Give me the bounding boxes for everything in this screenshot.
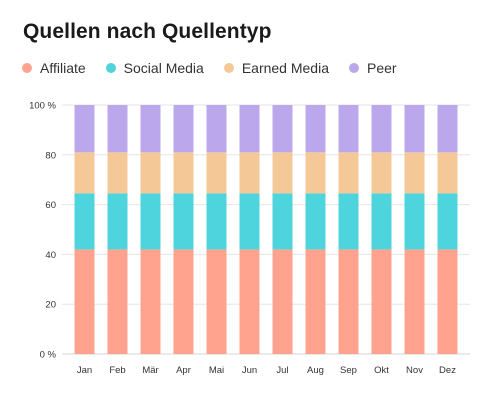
y-tick-label: 20 bbox=[45, 300, 56, 311]
x-tick-label: Nov bbox=[406, 365, 423, 376]
y-tick-label: 80 bbox=[45, 150, 56, 161]
legend-label-earned-media: Earned Media bbox=[241, 60, 329, 76]
y-tick-label: 60 bbox=[45, 200, 56, 211]
x-tick-label: Jan bbox=[77, 365, 92, 376]
bar-peer-okt[interactable] bbox=[371, 105, 392, 153]
bar-earned-media-nov[interactable] bbox=[404, 152, 425, 194]
y-axis-ticks: 0 % 20 40 60 80 100 % bbox=[29, 101, 56, 361]
bar-peer-aug[interactable] bbox=[305, 105, 326, 153]
y-tick-label: 40 bbox=[45, 250, 56, 261]
bar-earned-media-sep[interactable] bbox=[338, 152, 359, 194]
bar-affiliate-nov[interactable] bbox=[404, 249, 425, 354]
bar-social-media-okt[interactable] bbox=[371, 193, 392, 250]
y-tick-label: 0 % bbox=[40, 350, 57, 361]
legend-swatch-peer bbox=[349, 63, 359, 73]
legend-swatch-affiliate bbox=[22, 63, 32, 73]
bar-affiliate-mai[interactable] bbox=[206, 249, 227, 354]
x-tick-label: Sep bbox=[340, 365, 357, 376]
bar-social-media-dez[interactable] bbox=[437, 193, 458, 250]
bar-peer-apr[interactable] bbox=[173, 105, 194, 153]
legend-item-affiliate[interactable]: Affiliate bbox=[22, 60, 86, 76]
bar-earned-media-jan[interactable] bbox=[74, 152, 95, 194]
bar-affiliate-jan[interactable] bbox=[74, 249, 95, 354]
bar-social-media-jan[interactable] bbox=[74, 193, 95, 250]
bar-affiliate-jul[interactable] bbox=[272, 249, 293, 354]
x-tick-label: Mär bbox=[142, 365, 158, 376]
x-tick-label: Aug bbox=[307, 365, 324, 376]
bar-affiliate-aug[interactable] bbox=[305, 249, 326, 354]
bar-earned-media-aug[interactable] bbox=[305, 152, 326, 194]
bar-earned-media-okt[interactable] bbox=[371, 152, 392, 194]
bar-social-media-sep[interactable] bbox=[338, 193, 359, 250]
legend-label-peer: Peer bbox=[367, 60, 397, 76]
x-tick-label: Jul bbox=[276, 365, 288, 376]
legend-label-social-media: Social Media bbox=[123, 60, 204, 76]
bar-social-media-feb[interactable] bbox=[107, 193, 128, 250]
bar-earned-media-apr[interactable] bbox=[173, 152, 194, 194]
bar-social-media-mai[interactable] bbox=[206, 193, 227, 250]
x-axis-ticks: Jan Feb Mär Apr Mai Jun Jul Aug Sep Okt Nov Dez bbox=[77, 365, 456, 376]
bar-earned-media-dez[interactable] bbox=[437, 152, 458, 194]
legend-item-earned-media[interactable]: Earned Media bbox=[223, 60, 329, 76]
legend-item-peer[interactable]: Peer bbox=[349, 60, 397, 76]
bar-earned-media-mär[interactable] bbox=[140, 152, 161, 194]
bars bbox=[74, 105, 458, 354]
bar-peer-sep[interactable] bbox=[338, 105, 359, 153]
legend-label-affiliate: Affiliate bbox=[40, 60, 86, 76]
bar-peer-jan[interactable] bbox=[74, 105, 95, 153]
bar-affiliate-jun[interactable] bbox=[239, 249, 260, 354]
bar-social-media-nov[interactable] bbox=[404, 193, 425, 250]
x-tick-label: Jun bbox=[242, 365, 257, 376]
bar-peer-mär[interactable] bbox=[140, 105, 161, 153]
x-tick-label: Apr bbox=[176, 365, 191, 376]
bar-peer-nov[interactable] bbox=[404, 105, 425, 153]
x-tick-label: Dez bbox=[439, 365, 456, 376]
legend: Affiliate Social Media Earned Media Peer bbox=[22, 60, 397, 76]
bar-peer-mai[interactable] bbox=[206, 105, 227, 153]
bar-earned-media-jun[interactable] bbox=[239, 152, 260, 194]
bar-earned-media-jul[interactable] bbox=[272, 152, 293, 194]
bar-affiliate-feb[interactable] bbox=[107, 249, 128, 354]
bar-social-media-aug[interactable] bbox=[305, 193, 326, 250]
bar-affiliate-sep[interactable] bbox=[338, 249, 359, 354]
bar-peer-dez[interactable] bbox=[437, 105, 458, 153]
bar-peer-jul[interactable] bbox=[272, 105, 293, 153]
bar-affiliate-dez[interactable] bbox=[437, 249, 458, 354]
bar-earned-media-feb[interactable] bbox=[107, 152, 128, 194]
legend-swatch-social-media bbox=[105, 63, 116, 73]
bar-affiliate-mär[interactable] bbox=[140, 249, 161, 354]
bar-affiliate-apr[interactable] bbox=[173, 249, 194, 354]
bar-social-media-jul[interactable] bbox=[272, 193, 293, 250]
legend-item-social-media[interactable]: Social Media bbox=[105, 60, 204, 76]
x-tick-label: Mai bbox=[209, 365, 224, 376]
bar-social-media-jun[interactable] bbox=[239, 193, 260, 250]
x-tick-label: Okt bbox=[374, 365, 389, 376]
chart-title: Quellen nach Quellentyp bbox=[23, 20, 272, 43]
bar-affiliate-okt[interactable] bbox=[371, 249, 392, 354]
grid-lines bbox=[62, 104, 470, 355]
bar-earned-media-mai[interactable] bbox=[206, 152, 227, 194]
bar-peer-feb[interactable] bbox=[107, 105, 128, 153]
bar-social-media-mär[interactable] bbox=[140, 193, 161, 250]
bar-peer-jun[interactable] bbox=[239, 105, 260, 153]
legend-swatch-earned-media bbox=[223, 63, 234, 73]
x-tick-label: Feb bbox=[109, 365, 125, 376]
y-tick-label: 100 % bbox=[29, 101, 56, 112]
bar-social-media-apr[interactable] bbox=[173, 193, 194, 250]
